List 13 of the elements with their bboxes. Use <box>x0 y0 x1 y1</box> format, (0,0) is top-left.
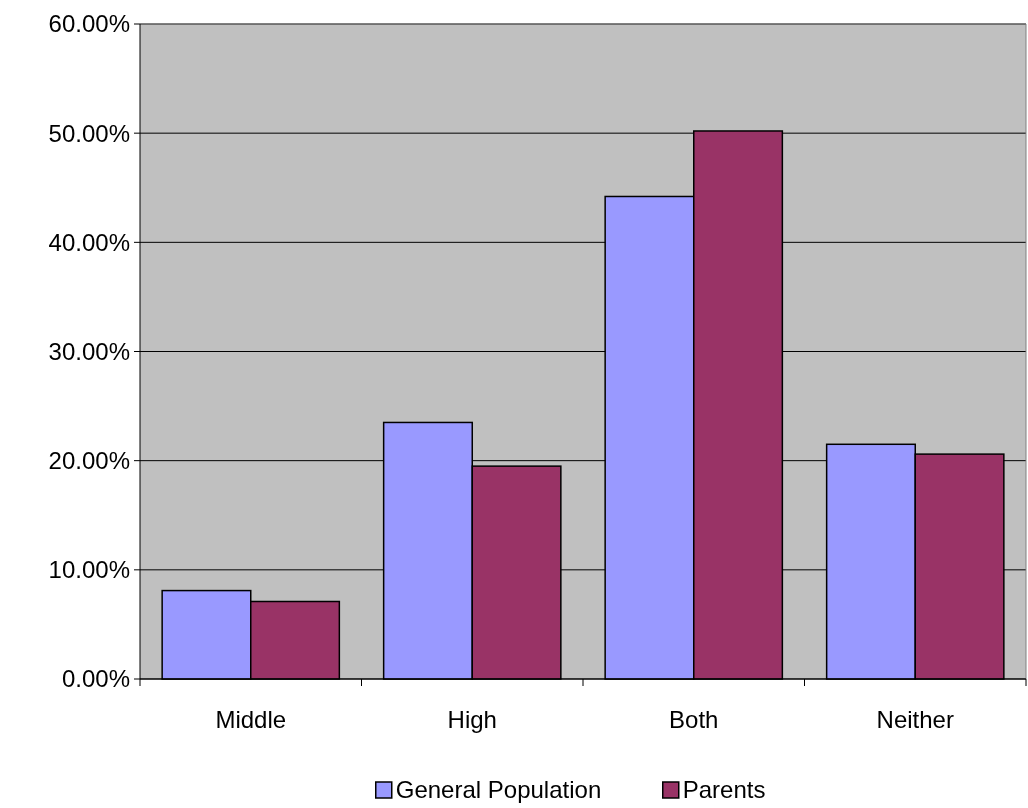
y-tick-label: 50.00% <box>48 119 130 147</box>
x-tick-label: Neither <box>876 706 954 733</box>
y-tick-label: 20.00% <box>48 447 130 475</box>
x-tick-label: High <box>447 706 497 733</box>
y-tick-label: 10.00% <box>48 556 130 584</box>
x-tick-label: Middle <box>215 706 287 733</box>
x-tick-label: Both <box>669 706 719 733</box>
legend-label: General Population <box>395 776 602 804</box>
legend-label: Parents <box>682 776 766 804</box>
y-tick-label: 0.00% <box>61 665 130 693</box>
y-tick-label: 60.00% <box>48 10 130 38</box>
y-tick-label: 40.00% <box>48 228 130 256</box>
y-tick-label: 30.00% <box>48 337 130 365</box>
